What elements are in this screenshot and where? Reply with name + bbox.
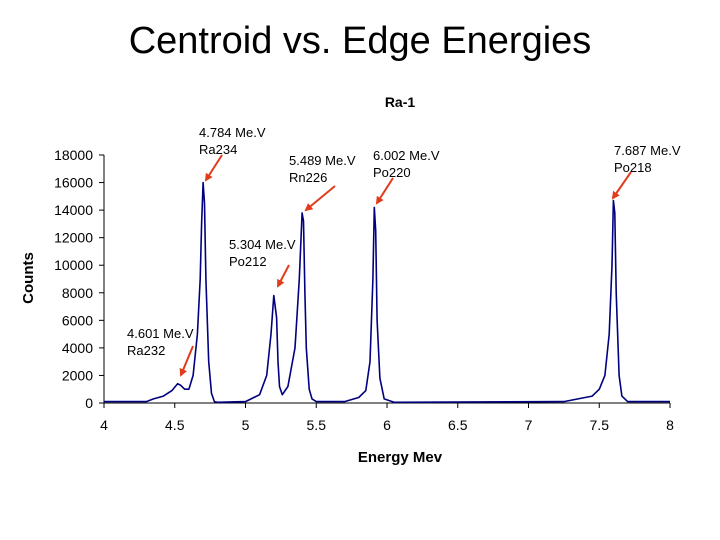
series-line [104,181,670,404]
tick-group: 4 4.5 5 5.5 6 6.5 7 7.5 8 0 2000 4000 6000 8000 10000 1… [54,147,674,433]
y-tick-label: 12000 [54,230,93,246]
annotation-energy: 5.489 Me.V [289,153,356,168]
annotation-arrow [277,264,290,288]
annotation-energy: 6.002 Me.V [373,148,440,163]
x-tick-label: 8 [666,417,674,433]
y-tick-label: 4000 [62,340,93,356]
x-axis-label: Energy Mev [358,449,443,466]
y-tick-label: 8000 [62,285,93,301]
y-tick-label: 10000 [54,257,93,273]
annotation-arrow [179,345,194,377]
y-axis-label: Counts [20,252,37,304]
annotation-isotope: Po212 [229,254,267,269]
annotation-energy: 4.601 Me.V [127,326,194,341]
annotation-group: 4.601 Me.V Ra232 4.784 Me.V Ra234 5.304 Me.V… [127,125,681,377]
annotation-isotope: Rn226 [289,170,327,185]
annotation-arrow [611,171,632,200]
annotation-isotope: Po218 [614,160,652,175]
slide-title: Centroid vs. Edge Energies [128,20,592,62]
peak-annotation: 4.601 Me.V Ra232 [127,326,194,377]
y-tick-label: 16000 [54,175,93,191]
chart-title: Ra-1 [385,94,416,110]
annotation-arrow [204,154,223,182]
annotation-arrow [304,185,336,212]
annotation-isotope: Po220 [373,165,411,180]
x-tick-label: 6 [383,417,391,433]
x-tick-label: 4 [100,417,108,433]
annotation-energy: 4.784 Me.V [199,125,266,140]
annotation-isotope: Ra232 [127,343,165,358]
x-tick-label: 5.5 [307,417,327,433]
peak-annotation: 4.784 Me.V Ra234 [199,125,266,182]
x-tick-label: 5 [242,417,250,433]
annotation-energy: 5.304 Me.V [229,237,296,252]
y-tick-label: 2000 [62,367,93,383]
annotation-energy: 7.687 Me.V [614,143,681,158]
peak-annotation: 5.304 Me.V Po212 [229,237,296,288]
y-tick-label: 0 [85,395,93,411]
annotation-arrow [375,177,394,205]
peak-annotation: 7.687 Me.V Po218 [611,143,681,200]
peak-annotation: 6.002 Me.V Po220 [373,148,440,205]
y-tick-label: 18000 [54,147,93,163]
x-tick-label: 7 [525,417,533,433]
y-tick-label: 6000 [62,312,93,328]
x-tick-label: 7.5 [590,417,610,433]
x-tick-label: 4.5 [165,417,185,433]
x-tick-label: 6.5 [448,417,468,433]
annotation-isotope: Ra234 [199,142,237,157]
peak-annotation: 5.489 Me.V Rn226 [289,153,356,212]
y-tick-label: 14000 [54,202,93,218]
